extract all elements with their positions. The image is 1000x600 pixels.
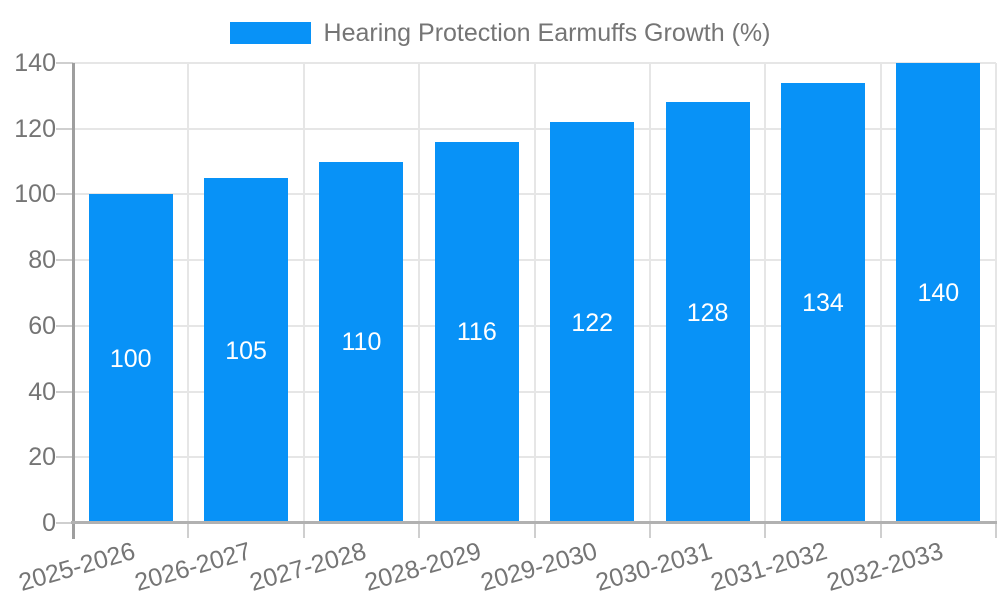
x-tick-label: 2029-2030 <box>477 537 600 597</box>
bar <box>204 178 289 523</box>
x-axis-line <box>71 521 997 524</box>
y-axis-tick <box>56 62 73 64</box>
bar-value-label: 122 <box>571 308 614 337</box>
x-tick-label: 2028-2029 <box>361 537 485 597</box>
legend-swatch <box>229 22 311 44</box>
plot-area: 100 105 110 116 122 128 134 140 2025-2026 2026-20… <box>16 62 997 597</box>
grid-line-vertical <box>533 63 536 523</box>
legend: Hearing Protection Earmuffs Growth (%) <box>0 20 1000 46</box>
y-tick-label: 40 <box>28 377 56 406</box>
x-tick-label: 2027-2028 <box>246 537 370 597</box>
y-tick-label: 120 <box>14 114 56 143</box>
bar <box>896 63 981 523</box>
x-tick-label: 2025-2026 <box>15 537 139 597</box>
x-axis-tick <box>418 524 421 538</box>
x-axis-tick <box>995 524 997 538</box>
y-axis-tick <box>56 456 73 459</box>
grid-line-vertical <box>995 63 997 523</box>
x-tick-label: 2026-2027 <box>131 537 254 597</box>
bar-value-label: 140 <box>917 279 960 307</box>
bar-value-label: 100 <box>109 344 152 373</box>
x-tick-label: 2031-2032 <box>708 537 831 597</box>
y-axis-tick <box>56 127 73 130</box>
x-axis-tick <box>533 524 536 538</box>
y-axis-tick <box>56 259 73 262</box>
bar <box>88 194 173 523</box>
grid-line-vertical <box>302 63 305 523</box>
bar <box>550 122 635 523</box>
x-tick-label: 2032-2033 <box>823 537 947 597</box>
grid-line-vertical <box>879 63 882 523</box>
bar <box>319 161 404 523</box>
y-axis-tick <box>56 324 73 327</box>
x-axis-tick <box>764 524 767 538</box>
grid-line-vertical <box>418 63 421 523</box>
bar-value-label: 128 <box>686 298 729 327</box>
y-tick-label: 60 <box>28 311 56 340</box>
grid-line-vertical <box>187 63 190 523</box>
y-tick-label: 80 <box>28 246 56 275</box>
bar-value-label: 116 <box>456 318 497 347</box>
y-tick-label: 140 <box>14 49 56 77</box>
x-axis-tick <box>187 524 190 538</box>
y-axis-tick <box>56 522 73 524</box>
y-tick-label: 100 <box>14 180 56 209</box>
x-tick-label: 2030-2031 <box>592 537 716 597</box>
grid-line-vertical <box>764 63 767 523</box>
bar-value-label: 105 <box>225 336 267 365</box>
legend-label: Hearing Protection Earmuffs Growth (%) <box>323 19 771 47</box>
y-axis-tick <box>56 390 73 393</box>
y-axis-tick <box>56 193 73 196</box>
bar-value-label: 134 <box>802 288 844 317</box>
y-tick-label: 20 <box>28 443 56 472</box>
x-axis-tick <box>879 524 882 538</box>
bar <box>665 102 750 523</box>
x-axis-tick <box>648 524 651 538</box>
bar <box>434 141 519 523</box>
x-axis-tick <box>302 524 305 538</box>
bar <box>780 82 865 523</box>
grid-line-vertical <box>648 63 651 523</box>
y-axis-spine <box>72 63 75 539</box>
y-tick-label: 0 <box>42 509 56 537</box>
bar-value-label: 110 <box>341 328 382 357</box>
